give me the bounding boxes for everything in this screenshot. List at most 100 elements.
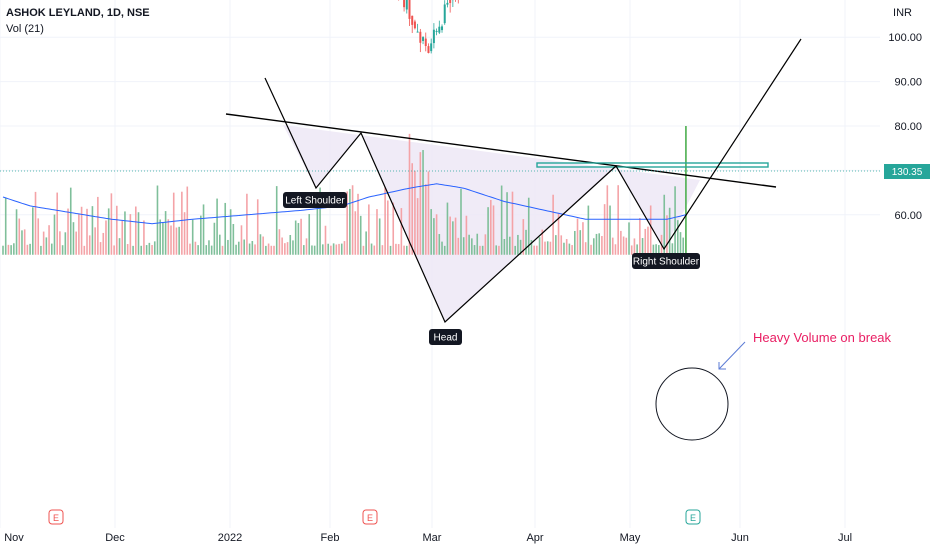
neckline-trendline [225, 113, 777, 188]
x-tick-label: Apr [526, 532, 543, 544]
volume-bar [2, 245, 4, 255]
volume-note-arrow [718, 341, 746, 370]
candle [427, 43, 430, 54]
candle [449, 0, 452, 13]
volume-bar [340, 243, 343, 255]
volume-bar [148, 242, 151, 255]
candle [411, 15, 414, 34]
volume-bar [414, 170, 416, 255]
candle [422, 36, 425, 45]
volume-bar [292, 240, 294, 255]
volume-bar [481, 245, 484, 255]
volume-bar [311, 245, 313, 255]
volume-bar [303, 245, 305, 255]
volume-bar [606, 185, 609, 255]
volume-bar [460, 188, 462, 255]
volume-bar [508, 236, 511, 255]
volume-bar [289, 235, 292, 255]
volume-bar [658, 245, 660, 255]
y-tick-label: 60.00 [894, 210, 922, 222]
volume-bar [641, 238, 644, 255]
volume-bar [370, 243, 373, 255]
pattern-outline [264, 38, 802, 324]
volume-bar [78, 213, 80, 255]
volume-bar [186, 186, 189, 255]
svg-text:130.35: 130.35 [892, 167, 923, 178]
volume-bar [34, 191, 37, 255]
volume-bars [2, 126, 687, 255]
volume-bar [40, 245, 42, 255]
volume-bar [194, 241, 197, 255]
currency-label: INR [893, 7, 912, 19]
volume-bar [308, 214, 311, 255]
volume-bar [316, 197, 319, 255]
volume-bar [221, 245, 224, 255]
volume-bar [590, 244, 592, 255]
volume-bar [576, 218, 579, 255]
volume-bar [557, 213, 560, 255]
volume-bar [32, 207, 34, 255]
volume-bar [140, 245, 143, 255]
volume-bar [601, 236, 603, 255]
volume-bar [94, 227, 96, 255]
volume-bar [622, 236, 625, 255]
volume-bar [435, 214, 438, 255]
volume-bar [430, 209, 432, 255]
candle [455, 0, 456, 2]
volume-bar [294, 220, 297, 255]
volume-bar [381, 245, 384, 255]
candle [405, 0, 408, 14]
y-tick-label: 90.00 [894, 77, 922, 89]
volume-bar [682, 237, 685, 255]
volume-bar [300, 218, 302, 255]
volume-bar [208, 240, 210, 255]
price-axis: 160.00150.00140.00130.00120.00110.00100.… [888, 32, 922, 222]
volume-bar [37, 218, 40, 255]
volume-bar [88, 235, 91, 255]
volume-bar [411, 163, 414, 255]
volume-bar [419, 152, 422, 255]
volume-bar [579, 230, 582, 255]
volume-bar [118, 238, 121, 255]
volume-bar [281, 237, 283, 255]
volume-bar [527, 197, 530, 255]
volume-bar [72, 222, 75, 255]
x-tick-label: Dec [105, 532, 125, 544]
volume-bar [587, 205, 590, 255]
volume-bar [544, 241, 546, 255]
volume-bar [617, 185, 619, 255]
volume-bar [248, 243, 251, 255]
volume-bar [69, 187, 72, 255]
volume-bar [468, 234, 470, 255]
volume-bar [582, 222, 584, 255]
volume-bar [530, 239, 533, 255]
volume-bar [267, 243, 270, 255]
volume-bar [479, 245, 481, 255]
volume-bar [644, 228, 647, 255]
x-tick-label: Jul [838, 532, 852, 544]
volume-bar [156, 185, 159, 255]
volume-bar [359, 215, 362, 255]
volume-bar [441, 241, 443, 255]
volume-bar [492, 205, 495, 255]
volume-bar [97, 196, 99, 255]
volume-bar [533, 245, 535, 255]
volume-bar [354, 211, 357, 255]
volume-bar [59, 231, 61, 255]
volume-bar [262, 236, 264, 255]
x-tick-label: 2022 [218, 532, 242, 544]
candle [413, 19, 416, 30]
volume-bar [50, 243, 53, 255]
volume-bar [335, 244, 338, 255]
candle [443, 0, 446, 25]
volume-bar [362, 245, 365, 255]
volume-bar [666, 215, 668, 255]
volume-bar [235, 244, 237, 255]
volume-bar [536, 245, 538, 255]
volume-bar [324, 225, 327, 255]
volume-bar [273, 245, 275, 255]
volume-bar [565, 239, 568, 255]
candle [446, 0, 449, 8]
volume-bar [64, 232, 67, 255]
volume-bar [13, 243, 15, 255]
